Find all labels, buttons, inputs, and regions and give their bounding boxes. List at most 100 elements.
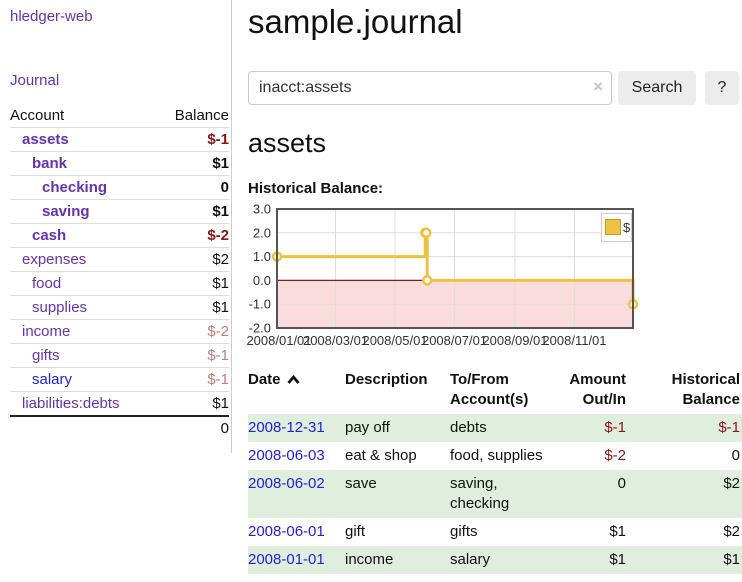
transaction-accounts: saving, checking	[450, 475, 510, 512]
transaction-date-link[interactable]: 2008-01-01	[248, 551, 325, 568]
transaction-amount: $1	[609, 523, 626, 540]
transaction-balance: $2	[723, 475, 740, 492]
account-row: gifts $-1	[10, 343, 229, 368]
account-balance: $-2	[207, 323, 229, 340]
data-point-marker	[420, 227, 432, 239]
sidebar-account-link-cash[interactable]: cash	[32, 227, 67, 244]
sidebar-account-link-saving[interactable]: saving	[42, 203, 90, 220]
x-tick-label: 2008/11/01	[542, 333, 606, 348]
transaction-accounts: gifts	[450, 523, 478, 540]
transaction-row: 2008-12-31 pay off debts $-1 $-1	[248, 414, 742, 442]
transaction-row: 2008-01-01 income salary $1 $1	[248, 546, 742, 574]
transaction-date-link[interactable]: 2008-06-01	[248, 523, 325, 540]
account-title: assets	[248, 128, 327, 158]
search-bar: × Search ?	[248, 71, 742, 105]
account-row: expenses $2	[10, 247, 229, 272]
description-column-header: Description	[345, 371, 428, 388]
account-balance: $-2	[207, 227, 229, 244]
transaction-balance: $2	[723, 523, 740, 540]
transaction-amount: $1	[609, 551, 626, 568]
transaction-balance: $1	[723, 551, 740, 568]
sidebar-account-link-checking[interactable]: checking	[42, 179, 108, 196]
transaction-description: income	[345, 551, 394, 568]
data-point-marker	[421, 275, 433, 286]
accounts-total-value: 0	[220, 420, 229, 437]
account-row: supplies $1	[10, 295, 229, 320]
sort-ascending-caret-icon	[286, 374, 300, 384]
search-button[interactable]: Search	[618, 71, 696, 105]
y-tick-label: -1.0	[249, 297, 271, 312]
account-row: liabilities:debts $1	[10, 391, 229, 417]
y-tick-label: 3.0	[253, 204, 271, 217]
sidebar-account-link-gifts[interactable]: gifts	[32, 347, 60, 364]
account-balance: $1	[212, 299, 229, 316]
account-balance: $1	[212, 395, 229, 412]
sidebar-account-link-salary[interactable]: salary	[32, 371, 73, 388]
account-balance: $1	[212, 203, 229, 220]
accounts-header-row: Account Balance	[10, 103, 229, 128]
search-input-wrapper: ×	[248, 71, 612, 105]
search-input[interactable]	[248, 71, 612, 105]
amount-column-header: Amount Out/In	[569, 371, 626, 408]
account-row: saving $1	[10, 199, 229, 224]
sidebar: hledger-web Journal Account Balance asse…	[0, 0, 232, 453]
date-header-label: Date	[248, 371, 281, 388]
y-tick-label: 0.0	[253, 273, 271, 288]
transaction-description: save	[345, 475, 377, 492]
sidebar-account-link-supplies[interactable]: supplies	[32, 299, 88, 316]
sidebar-account-link-income[interactable]: income	[22, 323, 71, 340]
y-tick-label: 1.0	[253, 249, 271, 264]
transaction-balance: $-1	[718, 419, 740, 436]
transaction-amount: 0	[617, 475, 626, 492]
transaction-balance: 0	[731, 447, 740, 464]
account-balance: $1	[212, 275, 229, 292]
account-balance: $-1	[207, 131, 229, 148]
transaction-description: pay off	[345, 419, 390, 436]
clear-search-icon[interactable]: ×	[593, 77, 603, 96]
transaction-accounts: food, supplies	[450, 447, 543, 464]
historical-balance-chart: -2.0 -1.0 0.0 1.0 2.0 3.0 2008/01/012008/03/01…	[246, 204, 639, 348]
sidebar-item-journal[interactable]: Journal	[10, 72, 60, 89]
account-balance: $2	[212, 251, 229, 268]
account-row: salary $-1	[10, 367, 229, 392]
chart-border	[276, 208, 634, 329]
sidebar-account-link-assets[interactable]: assets	[22, 131, 69, 148]
main-content: sample.journal × Search ? assets Histori…	[246, 0, 742, 574]
transaction-accounts: debts	[450, 419, 487, 436]
transaction-row: 2008-06-01 gift gifts $1 $2	[248, 518, 742, 546]
help-button[interactable]: ?	[705, 71, 739, 105]
y-tick-label: 2.0	[253, 225, 271, 240]
account-row: cash $-2	[10, 223, 229, 248]
x-tick-label: 2008/09/01	[482, 333, 547, 348]
register-header-row: Date Description To/From Account(s) Amou…	[248, 368, 742, 414]
x-tick-label: 2008/01/01	[246, 333, 311, 348]
account-balance: $-1	[207, 347, 229, 364]
transaction-description: gift	[345, 523, 366, 540]
sidebar-account-link-liabilities-debts[interactable]: liabilities:debts	[22, 395, 120, 412]
sidebar-account-link-bank[interactable]: bank	[32, 155, 68, 172]
accounts-column-header: To/From Account(s)	[450, 371, 529, 408]
transaction-date-link[interactable]: 2008-06-02	[248, 475, 325, 492]
page-title: sample.journal	[248, 3, 463, 40]
account-row: bank $1	[10, 151, 229, 176]
account-row: income $-2	[10, 319, 229, 344]
account-column-header: Account	[10, 107, 65, 124]
app-brand-link[interactable]: hledger-web	[10, 8, 93, 25]
x-tick-label: 2008/03/01	[303, 333, 368, 348]
transaction-description: eat & shop	[345, 447, 417, 464]
x-tick-label: 2008/07/01	[422, 333, 487, 348]
account-balance: $1	[212, 155, 229, 172]
transaction-row: 2008-06-02 save saving, checking 0 $2	[248, 470, 742, 518]
transaction-date-link[interactable]: 2008-12-31	[248, 419, 325, 436]
total-spacer	[10, 416, 157, 440]
transaction-date-link[interactable]: 2008-06-03	[248, 447, 325, 464]
accounts-table: Account Balance assets $-1 bank $1 checking 0…	[10, 103, 229, 440]
account-row: assets $-1	[10, 127, 229, 152]
transaction-amount: $-2	[604, 447, 626, 464]
sidebar-account-link-food[interactable]: food	[32, 275, 62, 292]
account-row: food $1	[10, 271, 229, 296]
sidebar-account-link-expenses[interactable]: expenses	[22, 251, 87, 268]
date-column-header[interactable]: Date	[248, 368, 345, 414]
y-tick-label: -2.0	[249, 321, 271, 336]
legend-swatch	[605, 219, 621, 235]
